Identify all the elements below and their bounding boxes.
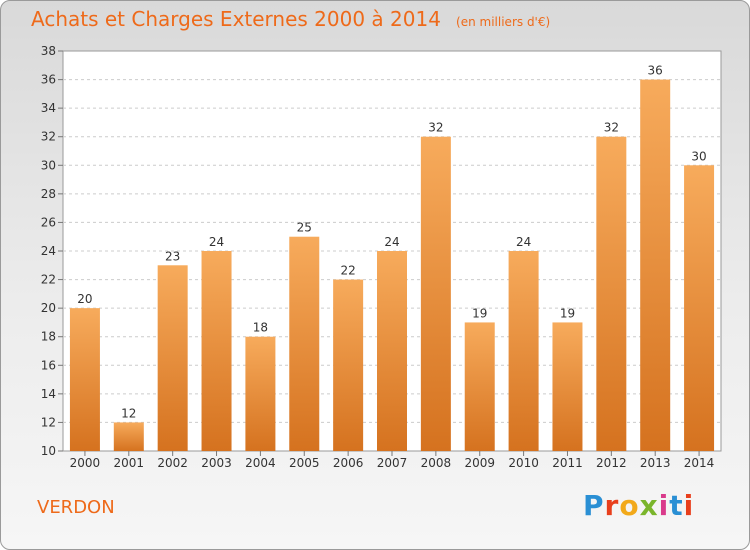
x-tick-label-2005: 2005 bbox=[289, 456, 320, 470]
value-label-2009: 19 bbox=[472, 306, 487, 320]
y-tick-label: 24 bbox=[41, 244, 56, 258]
chart-subtitle: (en milliers d'€) bbox=[456, 15, 551, 29]
logo-letter: i bbox=[658, 489, 670, 522]
y-tick-label: 12 bbox=[41, 415, 56, 429]
y-tick-label: 22 bbox=[41, 273, 56, 287]
commune-name: VERDON bbox=[37, 497, 115, 518]
value-label-2001: 12 bbox=[121, 406, 136, 420]
value-label-2012: 32 bbox=[604, 121, 619, 135]
logo-letter: x bbox=[639, 489, 659, 522]
x-tick-label-2002: 2002 bbox=[157, 456, 188, 470]
logo-letter: o bbox=[619, 489, 640, 522]
y-tick-label: 14 bbox=[41, 387, 56, 401]
x-tick-label-2012: 2012 bbox=[596, 456, 627, 470]
value-label-2008: 32 bbox=[428, 121, 443, 135]
value-label-2010: 24 bbox=[516, 235, 531, 249]
chart-header: Achats et Charges Externes 2000 à 2014 (… bbox=[31, 7, 550, 31]
x-tick-label-2014: 2014 bbox=[684, 456, 715, 470]
chart-title: Achats et Charges Externes 2000 à 2014 bbox=[31, 7, 441, 31]
bar-2007 bbox=[377, 251, 407, 451]
bar-2001 bbox=[113, 422, 144, 451]
value-label-2005: 25 bbox=[297, 221, 312, 235]
bar-2000 bbox=[69, 308, 100, 451]
bar-2011 bbox=[552, 322, 583, 451]
bar-2013 bbox=[640, 79, 671, 452]
bar-2005 bbox=[289, 236, 320, 451]
value-label-2013: 36 bbox=[648, 64, 663, 78]
bar-2014 bbox=[684, 165, 715, 452]
x-tick-label-2010: 2010 bbox=[508, 456, 539, 470]
y-tick-label: 28 bbox=[41, 187, 56, 201]
value-labels: 20 12 23 24 18 25 22 24 32 19 24 19 32 36 30 bbox=[77, 64, 706, 421]
y-tick-label: 38 bbox=[41, 44, 56, 58]
bar-2002 bbox=[157, 265, 188, 451]
x-tick-label-2011: 2011 bbox=[552, 456, 583, 470]
x-tick-label-2009: 2009 bbox=[464, 456, 495, 470]
y-tick-label: 20 bbox=[41, 301, 56, 315]
y-tick-label: 10 bbox=[41, 444, 56, 458]
proxiti-logo: Proxiti bbox=[583, 489, 694, 522]
x-tick-label-2006: 2006 bbox=[333, 456, 364, 470]
logo-letter: t bbox=[669, 489, 684, 522]
y-tick-label: 34 bbox=[41, 101, 56, 115]
x-tick-label-2003: 2003 bbox=[201, 456, 232, 470]
bar-2006 bbox=[333, 279, 364, 451]
x-tick-label-2000: 2000 bbox=[70, 456, 101, 470]
bar-2004 bbox=[245, 336, 276, 451]
x-tick-label-2013: 2013 bbox=[640, 456, 671, 470]
y-tick-label: 18 bbox=[41, 330, 56, 344]
logo-letter: i bbox=[683, 489, 695, 522]
bar-2008 bbox=[420, 136, 451, 451]
value-label-2006: 22 bbox=[340, 264, 355, 278]
y-tick-label: 16 bbox=[41, 358, 56, 372]
bar-2012 bbox=[596, 136, 627, 451]
y-tick-label: 30 bbox=[41, 158, 56, 172]
x-tick-label-2004: 2004 bbox=[245, 456, 276, 470]
y-tick-label: 36 bbox=[41, 73, 56, 87]
y-tick-label: 32 bbox=[41, 130, 56, 144]
x-tick-label-2008: 2008 bbox=[421, 456, 452, 470]
value-label-2004: 18 bbox=[253, 321, 268, 335]
x-tick-label-2001: 2001 bbox=[114, 456, 145, 470]
logo-letter: P bbox=[583, 489, 605, 522]
value-label-2011: 19 bbox=[560, 306, 575, 320]
x-tick-labels: 2000 2001 2002 2003 2004 2005 2006 2007 2008 2009… bbox=[70, 451, 715, 470]
y-tick-labels: 10 12 14 16 18 20 22 24 26 28 30 32 34 36 38 bbox=[41, 44, 63, 458]
logo-letter: r bbox=[604, 489, 620, 522]
value-label-2014: 30 bbox=[691, 149, 706, 163]
bar-2009 bbox=[464, 322, 495, 451]
value-label-2003: 24 bbox=[209, 235, 224, 249]
value-label-2002: 23 bbox=[165, 249, 180, 263]
x-tick-label-2007: 2007 bbox=[377, 456, 408, 470]
y-tick-label: 26 bbox=[41, 215, 56, 229]
value-label-2007: 24 bbox=[384, 235, 399, 249]
bar-2003 bbox=[201, 251, 232, 451]
value-label-2000: 20 bbox=[77, 292, 92, 306]
bars bbox=[69, 79, 715, 452]
bar-2010 bbox=[508, 251, 539, 451]
